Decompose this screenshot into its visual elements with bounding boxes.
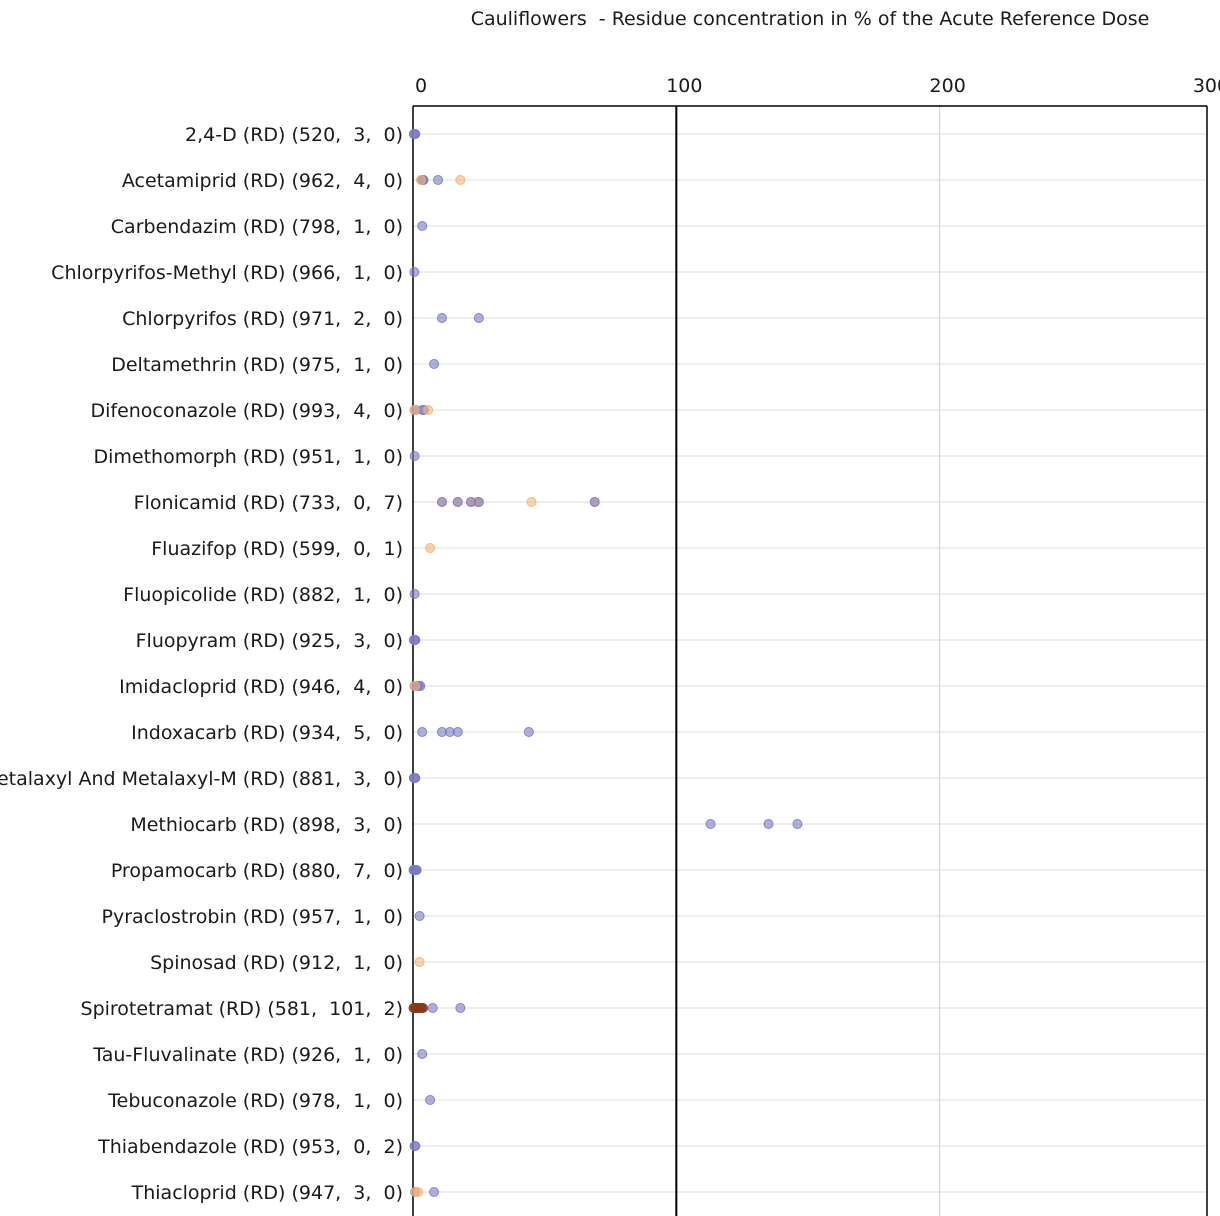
data-point: [474, 498, 483, 507]
category-label: Thiabendazole (RD) (953, 0, 2): [97, 1136, 403, 1158]
data-point: [411, 130, 420, 139]
data-point: [426, 544, 435, 553]
category-label: Fluazifop (RD) (599, 0, 1): [151, 538, 403, 560]
x-tick-label: 300: [1193, 75, 1220, 97]
data-point: [456, 176, 465, 185]
category-label: Dimethomorph (RD) (951, 1, 0): [93, 446, 403, 468]
data-point: [416, 176, 425, 185]
data-point: [410, 452, 419, 461]
x-tick-label: 100: [666, 75, 702, 97]
category-label: Flonicamid (RD) (733, 0, 7): [134, 492, 403, 514]
category-label: Spinosad (RD) (912, 1, 0): [150, 952, 403, 974]
category-label: Spirotetramat (RD) (581, 101, 2): [81, 998, 403, 1020]
data-point: [418, 728, 427, 737]
data-point: [410, 406, 419, 415]
category-label: Chlorpyrifos (RD) (971, 2, 0): [122, 308, 403, 330]
data-point: [474, 314, 483, 323]
category-label: Acetamiprid (RD) (962, 4, 0): [122, 170, 403, 192]
data-point: [415, 912, 424, 921]
data-point: [419, 1004, 428, 1013]
data-point: [412, 866, 421, 875]
data-point: [434, 176, 443, 185]
category-label: Methiocarb (RD) (898, 3, 0): [130, 814, 403, 836]
data-point: [706, 820, 715, 829]
data-point: [428, 1004, 437, 1013]
category-label: Metalaxyl And Metalaxyl-M (RD) (881, 3, …: [0, 768, 403, 790]
data-point: [456, 1004, 465, 1013]
category-label: Indoxacarb (RD) (934, 5, 0): [131, 722, 403, 744]
category-label: Propamocarb (RD) (880, 7, 0): [111, 860, 403, 882]
category-label: Thiacloprid (RD) (947, 3, 0): [131, 1182, 403, 1204]
category-label: 2,4-D (RD) (520, 3, 0): [185, 124, 403, 146]
category-label: Tebuconazole (RD) (978, 1, 0): [107, 1090, 403, 1112]
data-point: [590, 498, 599, 507]
data-point: [527, 498, 536, 507]
data-point: [793, 820, 802, 829]
data-point: [764, 820, 773, 829]
category-label: Tau-Fluvalinate (RD) (926, 1, 0): [92, 1044, 403, 1066]
category-label: Difenoconazole (RD) (993, 4, 0): [90, 400, 403, 422]
data-point: [411, 774, 420, 783]
data-point: [411, 1142, 420, 1151]
category-label: Carbendazim (RD) (798, 1, 0): [111, 216, 403, 238]
x-tick-label: 0: [415, 75, 427, 97]
data-point: [453, 498, 462, 507]
data-point: [411, 636, 420, 645]
data-point: [418, 222, 427, 231]
data-point: [414, 1188, 423, 1197]
data-point: [437, 314, 446, 323]
category-label: Fluopicolide (RD) (882, 1, 0): [123, 584, 403, 606]
category-label: Deltamethrin (RD) (975, 1, 0): [111, 354, 403, 376]
data-point: [424, 406, 433, 415]
data-point: [426, 1096, 435, 1105]
category-label: Chlorpyrifos-Methyl (RD) (966, 1, 0): [51, 262, 403, 284]
data-point: [411, 682, 420, 691]
category-label: Fluopyram (RD) (925, 3, 0): [136, 630, 403, 652]
data-point: [453, 728, 462, 737]
data-point: [524, 728, 533, 737]
data-point: [430, 360, 439, 369]
data-point: [437, 498, 446, 507]
data-point: [430, 1188, 439, 1197]
data-point: [415, 958, 424, 967]
data-point: [410, 268, 419, 277]
category-label: Imidacloprid (RD) (946, 4, 0): [119, 676, 403, 698]
data-point: [418, 1050, 427, 1059]
x-tick-label: 200: [930, 75, 966, 97]
category-label: Pyraclostrobin (RD) (957, 1, 0): [102, 906, 404, 928]
data-point: [410, 590, 419, 599]
